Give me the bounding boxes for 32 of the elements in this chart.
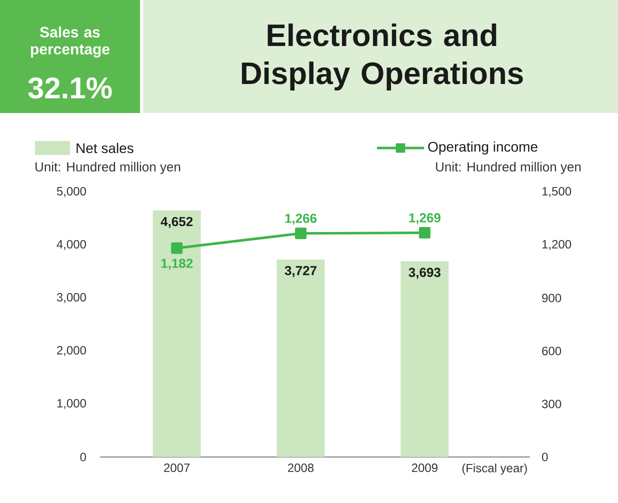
y-axis-title: Unit: Hundred million yen xyxy=(36,162,180,174)
x-tick-label: 2007 xyxy=(164,464,190,472)
text: 32.1% xyxy=(28,77,112,99)
data-label: 1,266 xyxy=(285,214,317,225)
y2-tick-label: 600 xyxy=(542,346,562,356)
data-label: 1,269 xyxy=(409,213,440,224)
y-tick-label: 0 xyxy=(80,452,86,462)
data-label: 3,727 xyxy=(284,266,316,278)
y2-tick-label: 900 xyxy=(542,294,562,302)
y-tick-label: 5,000 xyxy=(56,187,86,197)
bar xyxy=(152,210,201,457)
y2-tick-label: 0 xyxy=(542,452,548,462)
x-tick-label: 2008 xyxy=(288,464,314,472)
data-label: 1,182 xyxy=(161,258,193,270)
y-tick-label: 2,000 xyxy=(57,346,86,356)
y2-tick-label: 1,500 xyxy=(542,187,572,197)
data-label: 3,693 xyxy=(408,268,440,279)
y2-tick-label: 1,200 xyxy=(542,240,572,250)
y-tick-label: 1,000 xyxy=(57,399,86,409)
bar xyxy=(276,259,325,457)
data-label: 4,652 xyxy=(160,216,193,228)
bar xyxy=(400,261,449,457)
y2-tick-label: 300 xyxy=(542,400,562,408)
legend-label: Net sales xyxy=(76,142,134,154)
legend-label: Operating income xyxy=(428,141,538,155)
y-tick-label: 4,000 xyxy=(56,240,86,250)
chart-title: Electronics and Display Operations xyxy=(242,24,523,90)
y-tick-label: 3,000 xyxy=(56,293,86,303)
text: Sales as percentage xyxy=(30,26,110,58)
y2-axis-title: Unit: Hundred million yen xyxy=(436,162,581,174)
x-tick-label: 2009 xyxy=(412,464,438,472)
x-axis-title: (Fiscal year) xyxy=(462,464,527,475)
